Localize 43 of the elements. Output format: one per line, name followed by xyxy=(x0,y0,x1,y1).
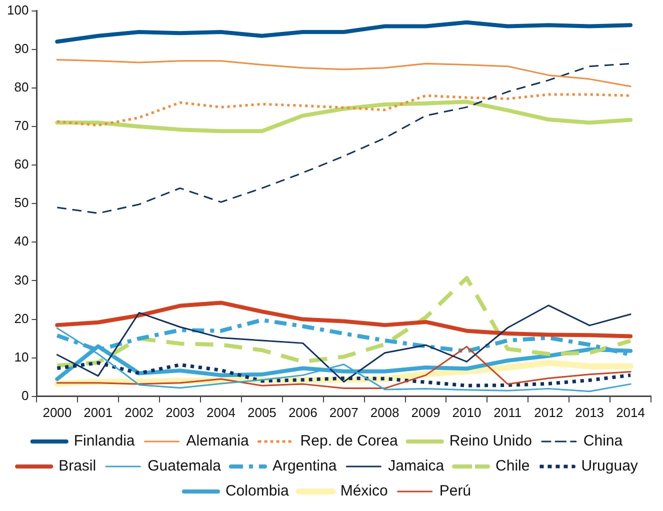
x-tick-label: 2000 xyxy=(42,404,72,420)
legend-label: Alemania xyxy=(186,432,250,450)
x-tick-label: 2007 xyxy=(329,404,358,420)
legend-label: Argentina xyxy=(272,458,338,475)
y-tick-label: 20 xyxy=(14,310,29,326)
x-tick-label: 2012 xyxy=(534,404,564,420)
y-tick-label: 30 xyxy=(14,272,29,288)
y-tick-label: 70 xyxy=(14,118,29,134)
legend-label: Brasil xyxy=(58,458,96,475)
legend-label: México xyxy=(340,482,388,500)
y-tick-label: 60 xyxy=(14,156,29,172)
y-tick-label: 50 xyxy=(14,195,29,210)
x-tick-label: 2002 xyxy=(124,404,154,420)
x-tick-label: 2008 xyxy=(370,404,400,420)
line-series xyxy=(56,62,632,214)
legend-label: Guatemala xyxy=(148,458,222,475)
y-tick-label: 10 xyxy=(14,349,29,364)
legend-label: Rep. de Corea xyxy=(300,432,399,450)
x-tick-label: 2001 xyxy=(84,404,113,420)
y-tick-label: 0 xyxy=(21,388,29,403)
y-tick-label: 100 xyxy=(6,2,29,18)
line-series xyxy=(55,276,633,368)
legend-label: China xyxy=(583,432,624,450)
legend-label: Perú xyxy=(439,482,472,500)
y-tick-label: 90 xyxy=(14,40,29,56)
x-tick-label: 2011 xyxy=(494,404,522,420)
legend-label: Uruguay xyxy=(581,458,638,475)
y-tick-label: 40 xyxy=(14,234,29,249)
x-tick-label: 2003 xyxy=(166,404,194,420)
x-tick-label: 2005 xyxy=(247,404,276,420)
x-tick-label: 2009 xyxy=(411,404,440,420)
legend-label: Finlandia xyxy=(74,432,136,450)
legend-label: Chile xyxy=(496,458,530,475)
x-tick-label: 2010 xyxy=(452,404,482,420)
y-tick-label: 80 xyxy=(14,80,29,94)
x-tick-label: 2004 xyxy=(206,404,236,420)
x-tick-label: 2014 xyxy=(616,404,645,420)
line-series xyxy=(56,93,632,127)
legend-label: Reino Unido xyxy=(449,432,532,450)
x-tick-label: 2013 xyxy=(575,404,604,420)
x-tick-label: 2006 xyxy=(288,404,318,420)
legend-label: Jamaica xyxy=(388,458,445,475)
legend-label: Colombia xyxy=(225,482,290,500)
